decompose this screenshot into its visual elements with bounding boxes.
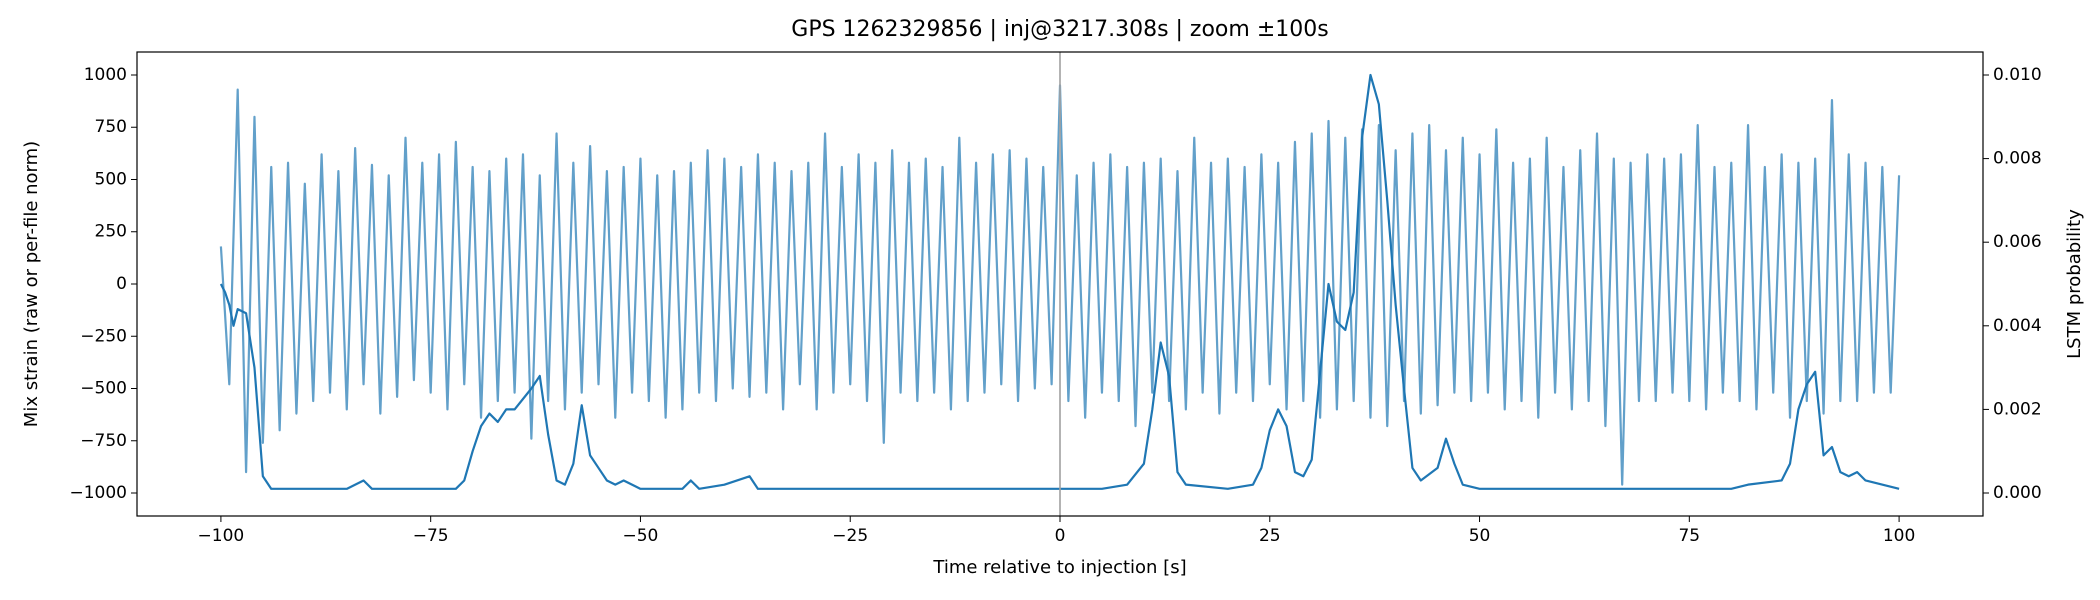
y2-tick-label: 0.008 — [1993, 149, 2042, 169]
x-tick-label: −25 — [832, 526, 868, 546]
y-tick-label: 0 — [116, 274, 127, 294]
y-tick-label: 500 — [95, 169, 127, 189]
y2-tick-label: 0.000 — [1993, 483, 2042, 503]
y-tick-label: −1000 — [69, 483, 127, 503]
y2-axis-label: LSTM probability — [2064, 209, 2085, 359]
plot-frame — [136, 51, 1984, 517]
y-tick-label: −500 — [80, 379, 127, 399]
x-tick-label: −75 — [413, 526, 449, 546]
x-axis-label: Time relative to injection [s] — [932, 557, 1186, 578]
y-tick-label: −750 — [80, 431, 127, 451]
y-tick-label: 250 — [95, 222, 127, 242]
x-tick-label: 75 — [1678, 526, 1700, 546]
y-tick-label: 750 — [95, 117, 127, 137]
x-tick-label: −100 — [198, 526, 245, 546]
x-tick-label: −50 — [623, 526, 659, 546]
x-tick-label: 50 — [1469, 526, 1491, 546]
x-tick-label: 100 — [1883, 526, 1915, 546]
y2-tick-label: 0.004 — [1993, 316, 2042, 336]
chart-title: GPS 1262329856 | inj@3217.308s | zoom ±1… — [791, 17, 1328, 42]
y2-tick-label: 0.010 — [1993, 65, 2042, 85]
data-line — [219, 73, 1900, 490]
y2-tick-label: 0.006 — [1993, 232, 2042, 252]
x-tick-label: 25 — [1259, 526, 1281, 546]
y-tick-label: −250 — [80, 326, 127, 346]
y2-tick-label: 0.002 — [1993, 399, 2042, 419]
y-tick-label: 1000 — [84, 65, 127, 85]
y-axis-label: Mix strain (raw or per-file norm) — [21, 141, 42, 427]
x-tick-label: 0 — [1055, 526, 1066, 546]
